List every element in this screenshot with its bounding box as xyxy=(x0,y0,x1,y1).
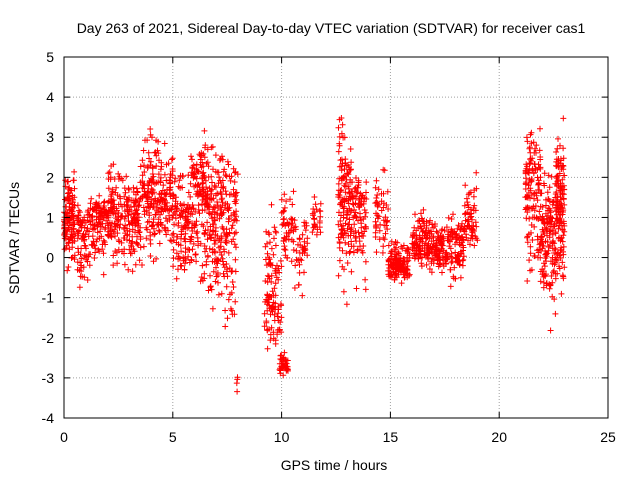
x-tick-label: 0 xyxy=(60,429,68,445)
data-points xyxy=(61,115,568,395)
y-tick-label: 5 xyxy=(46,49,54,65)
plot-frame xyxy=(63,56,609,419)
x-tick-label: 20 xyxy=(491,429,507,445)
y-tick-label: -4 xyxy=(42,410,55,426)
x-axis-label: GPS time / hours xyxy=(281,457,388,473)
y-tick-label: -2 xyxy=(42,330,55,346)
y-tick-label: 0 xyxy=(46,250,54,266)
x-tick-label: 10 xyxy=(274,429,290,445)
y-tick-label: -3 xyxy=(42,370,55,386)
x-tick-label: 15 xyxy=(383,429,399,445)
y-tick-label: 2 xyxy=(46,169,54,185)
axis-ticks: 0 5 10 15 20 25 -4 -3 -2 -1 0 1 2 3 4 5 xyxy=(42,49,616,445)
y-tick-label: -1 xyxy=(42,290,55,306)
y-axis-label: SDTVAR / TECUs xyxy=(6,182,22,294)
y-tick-label: 3 xyxy=(46,129,54,145)
chart-title: Day 263 of 2021, Sidereal Day-to-day VTE… xyxy=(77,20,586,36)
x-tick-label: 25 xyxy=(600,429,616,445)
y-tick-label: 4 xyxy=(46,89,54,105)
series-sdtvar-points xyxy=(61,115,568,395)
y-tick-label: 1 xyxy=(46,209,54,225)
x-tick-label: 5 xyxy=(169,429,177,445)
